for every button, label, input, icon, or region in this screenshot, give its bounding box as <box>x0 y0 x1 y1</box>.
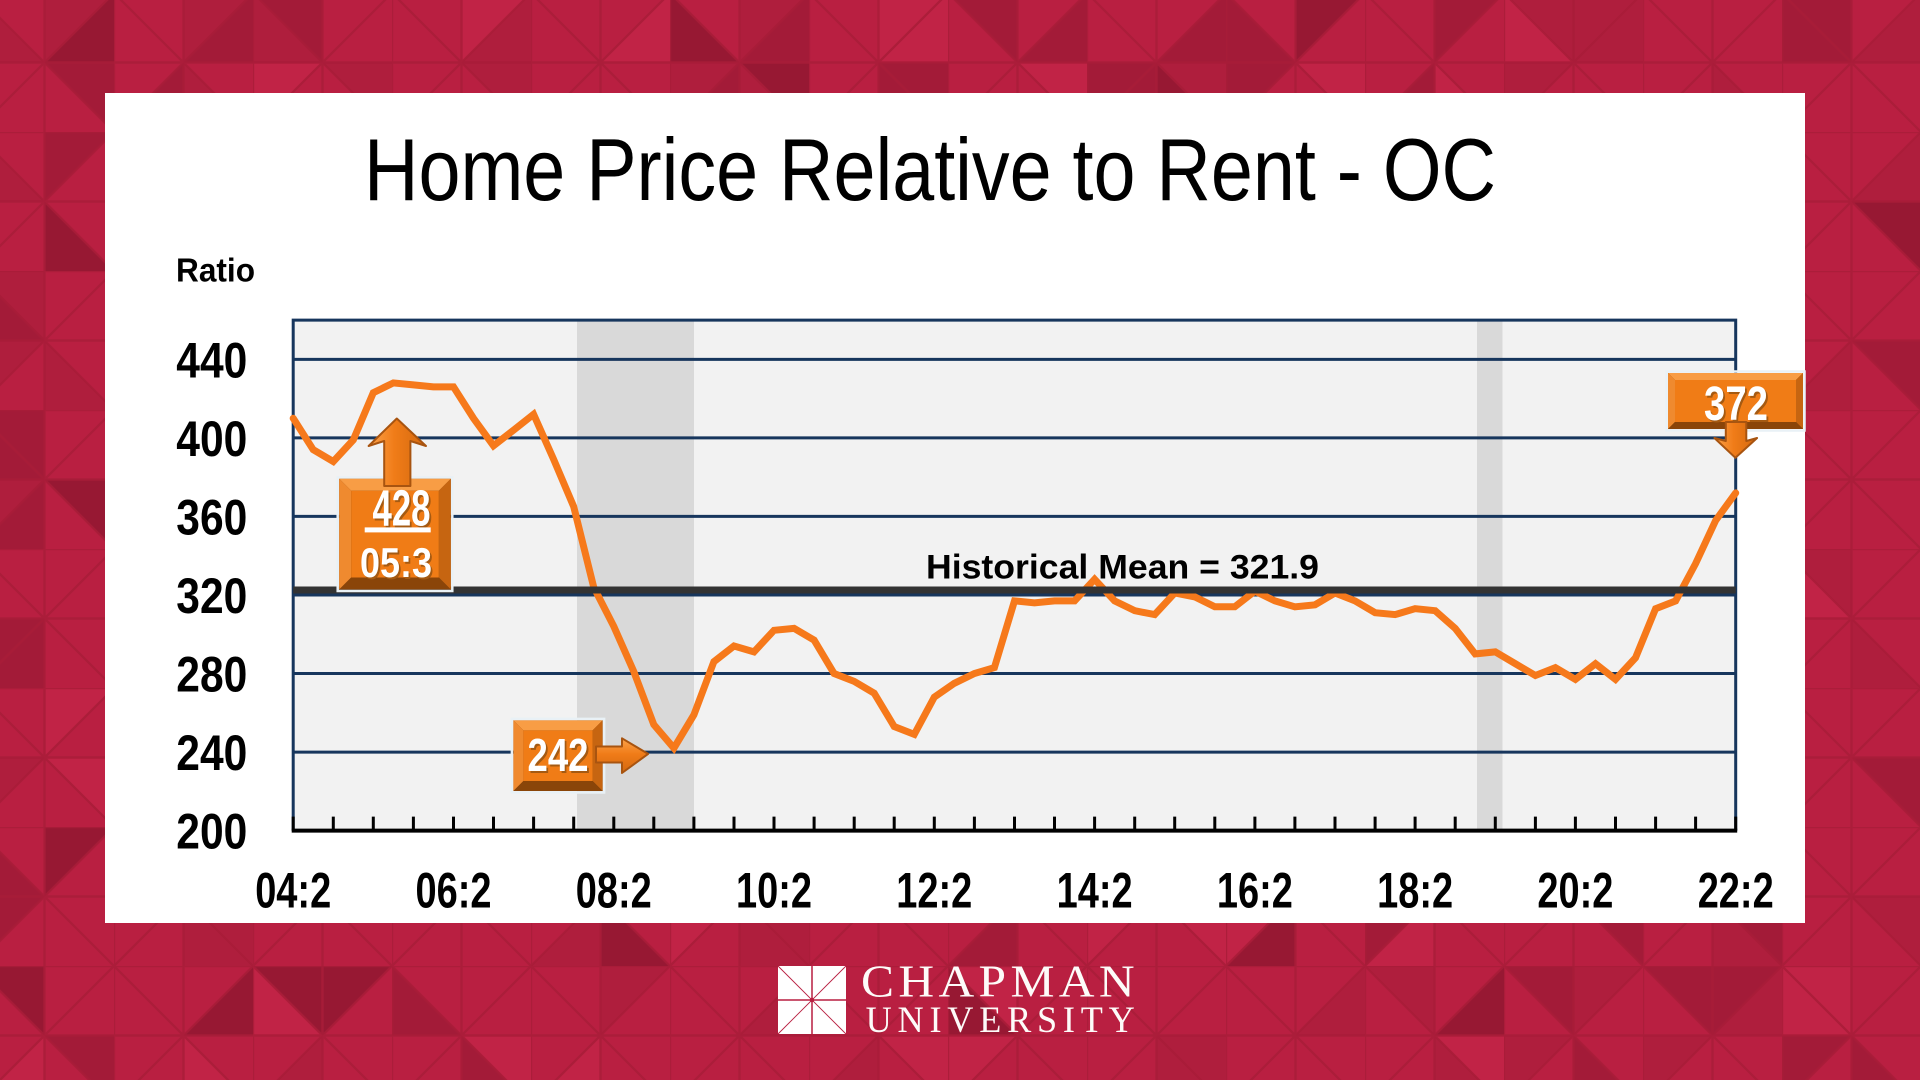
svg-text:280: 280 <box>176 646 247 702</box>
svg-text:440: 440 <box>176 332 247 388</box>
svg-text:18:2: 18:2 <box>1377 863 1453 919</box>
svg-text:16:2: 16:2 <box>1217 863 1293 919</box>
svg-text:20:2: 20:2 <box>1537 863 1613 919</box>
svg-text:10:2: 10:2 <box>736 863 812 919</box>
svg-text:428: 428 <box>373 480 431 537</box>
svg-text:04:2: 04:2 <box>255 863 331 919</box>
svg-text:372: 372 <box>1704 378 1768 431</box>
svg-text:14:2: 14:2 <box>1057 863 1133 919</box>
svg-text:UNIVERSITY: UNIVERSITY <box>866 1000 1141 1041</box>
svg-text:320: 320 <box>176 568 247 624</box>
svg-text:Historical Mean = 321.9: Historical Mean = 321.9 <box>926 549 1319 587</box>
svg-text:05:3: 05:3 <box>360 539 432 586</box>
svg-text:05:3: 05:3 <box>362 541 434 588</box>
svg-text:Home Price Relative to Rent -: Home Price Relative to Rent - OC <box>364 120 1496 219</box>
svg-text:06:2: 06:2 <box>415 863 491 919</box>
svg-text:242: 242 <box>528 729 589 781</box>
svg-text:Ratio: Ratio <box>176 253 255 290</box>
svg-text:240: 240 <box>176 725 247 781</box>
svg-text:CHAPMAN: CHAPMAN <box>861 956 1139 1007</box>
svg-text:12:2: 12:2 <box>896 863 972 919</box>
svg-text:360: 360 <box>176 489 247 545</box>
svg-text:400: 400 <box>176 411 247 467</box>
svg-text:372: 372 <box>1706 380 1770 433</box>
svg-text:22:2: 22:2 <box>1698 863 1774 919</box>
svg-text:200: 200 <box>176 804 247 860</box>
svg-text:08:2: 08:2 <box>576 863 652 919</box>
svg-text:242: 242 <box>529 731 590 783</box>
